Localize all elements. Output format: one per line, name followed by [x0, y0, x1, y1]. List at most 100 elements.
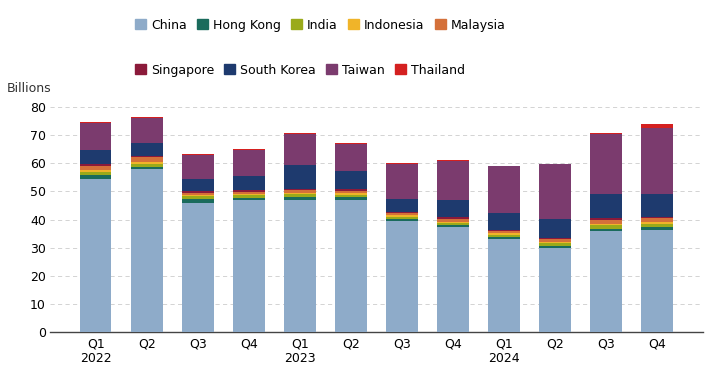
Bar	[182, 193, 214, 195]
Bar	[386, 213, 418, 215]
Bar	[233, 176, 265, 190]
Bar	[590, 133, 622, 134]
Bar	[590, 229, 622, 231]
Bar	[335, 191, 366, 193]
Bar	[233, 200, 265, 332]
Legend: Singapore, South Korea, Taiwan, Thailand: Singapore, South Korea, Taiwan, Thailand	[135, 64, 465, 77]
Bar	[233, 190, 265, 192]
Bar	[641, 217, 673, 218]
Bar	[182, 154, 214, 155]
Bar	[386, 219, 418, 221]
Bar	[131, 169, 163, 332]
Bar	[539, 219, 571, 238]
Bar	[488, 231, 520, 233]
Bar	[488, 240, 520, 332]
Bar	[80, 175, 112, 179]
Bar	[539, 163, 571, 164]
Bar	[182, 155, 214, 178]
Bar	[488, 230, 520, 231]
Bar	[284, 189, 315, 190]
Bar	[131, 167, 163, 169]
Bar	[641, 124, 673, 128]
Bar	[488, 237, 520, 240]
Bar	[335, 197, 366, 200]
Bar	[590, 224, 622, 225]
Bar	[284, 165, 315, 189]
Bar	[182, 203, 214, 332]
Bar	[284, 200, 315, 332]
Bar	[80, 150, 112, 164]
Bar	[131, 164, 163, 167]
Bar	[284, 197, 315, 200]
Text: Billions: Billions	[7, 83, 52, 96]
Bar	[233, 194, 265, 196]
Bar	[590, 231, 622, 332]
Bar	[437, 223, 469, 225]
Bar	[488, 165, 520, 167]
Bar	[182, 191, 214, 193]
Bar	[590, 220, 622, 224]
Bar	[539, 248, 571, 332]
Bar	[641, 128, 673, 194]
Bar	[437, 217, 469, 219]
Bar	[284, 134, 315, 165]
Bar	[335, 200, 366, 332]
Bar	[131, 162, 163, 164]
Bar	[80, 170, 112, 172]
Bar	[233, 149, 265, 176]
Bar	[386, 217, 418, 219]
Bar	[386, 163, 418, 164]
Bar	[335, 195, 366, 197]
Bar	[80, 165, 112, 170]
Bar	[233, 192, 265, 194]
Bar	[131, 118, 163, 143]
Bar	[284, 194, 315, 197]
Bar	[80, 172, 112, 175]
Bar	[539, 238, 571, 239]
Bar	[641, 224, 673, 227]
Bar	[233, 197, 265, 200]
Bar	[590, 194, 622, 218]
Bar	[80, 179, 112, 332]
Bar	[182, 199, 214, 203]
Bar	[641, 230, 673, 332]
Bar	[437, 161, 469, 201]
Bar	[284, 133, 315, 134]
Bar	[539, 246, 571, 248]
Bar	[437, 160, 469, 161]
Bar	[335, 189, 366, 191]
Bar	[386, 221, 418, 332]
Bar	[233, 196, 265, 197]
Bar	[437, 201, 469, 217]
Bar	[641, 194, 673, 217]
Bar	[488, 167, 520, 213]
Bar	[131, 157, 163, 162]
Bar	[641, 227, 673, 230]
Bar	[131, 117, 163, 118]
Bar	[335, 143, 366, 144]
Bar	[488, 233, 520, 235]
Bar	[437, 222, 469, 223]
Bar	[182, 195, 214, 196]
Bar	[131, 156, 163, 157]
Bar	[131, 143, 163, 156]
Bar	[386, 199, 418, 212]
Bar	[437, 225, 469, 227]
Bar	[590, 225, 622, 229]
Bar	[590, 134, 622, 194]
Bar	[386, 215, 418, 217]
Bar	[641, 222, 673, 224]
Bar	[539, 242, 571, 243]
Bar	[80, 164, 112, 165]
Bar	[539, 164, 571, 219]
Bar	[488, 213, 520, 230]
Bar	[335, 144, 366, 171]
Bar	[182, 178, 214, 191]
Bar	[386, 164, 418, 199]
Bar	[539, 239, 571, 242]
Bar	[284, 190, 315, 193]
Bar	[80, 123, 112, 150]
Bar	[488, 235, 520, 237]
Bar	[335, 171, 366, 189]
Bar	[590, 218, 622, 220]
